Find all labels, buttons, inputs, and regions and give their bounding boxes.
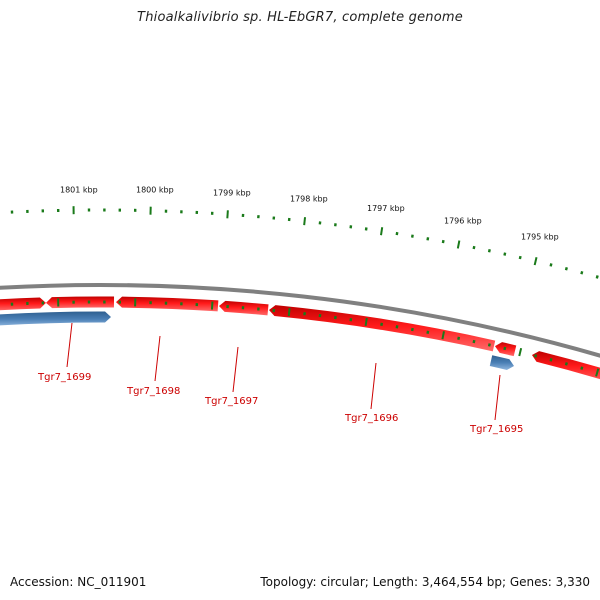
gene-label: Tgr7_1699 xyxy=(37,372,91,383)
inner-tick-scale xyxy=(10,298,600,377)
gene-leader-line xyxy=(494,374,501,421)
outer-major-tick xyxy=(380,227,384,236)
outer-minor-tick xyxy=(503,252,507,256)
kbp-label: 1799 kbp xyxy=(213,188,251,197)
outer-minor-tick xyxy=(580,271,584,275)
inner-minor-tick xyxy=(410,327,414,332)
inner-major-tick xyxy=(518,347,523,357)
kbp-scale-labels: 1801 kbp 1800 kbp 1799 kbp 1798 kbp 1797 kbp… xyxy=(60,185,559,241)
outer-major-tick xyxy=(303,217,307,226)
inner-minor-tick xyxy=(472,339,476,344)
inner-minor-tick xyxy=(457,336,461,341)
outer-minor-tick xyxy=(472,245,476,250)
inner-minor-tick xyxy=(426,330,430,334)
gene-leader-line xyxy=(232,346,239,393)
gene-label: Tgr7_1697 xyxy=(204,396,258,407)
kbp-label: 1796 kbp xyxy=(444,216,482,225)
outer-minor-tick xyxy=(595,275,599,279)
map-title: Thioalkalivibrio sp. HL-EbGR7, complete … xyxy=(137,10,463,25)
gene-label: Tgr7_1698 xyxy=(126,386,180,397)
reverse-gene-feature xyxy=(489,355,514,370)
gene-label: Tgr7_1696 xyxy=(344,413,398,424)
inner-minor-tick xyxy=(503,346,507,351)
inner-major-tick xyxy=(364,317,368,327)
outer-tick-scale xyxy=(10,206,599,279)
inner-minor-tick xyxy=(487,343,491,347)
inner-minor-tick xyxy=(564,362,568,366)
inner-major-tick xyxy=(441,331,445,340)
inner-major-tick xyxy=(287,307,291,317)
outer-minor-tick xyxy=(518,255,522,260)
inner-major-tick xyxy=(210,301,214,310)
kbp-label: 1797 kbp xyxy=(367,204,405,213)
gene-features xyxy=(0,296,600,380)
outer-minor-tick xyxy=(426,237,430,241)
kbp-label: 1800 kbp xyxy=(136,185,174,194)
gene-labels: Tgr7_1699 Tgr7_1698 Tgr7_1697 Tgr7_1696 Tgr7… xyxy=(37,322,523,435)
inner-minor-tick xyxy=(549,358,553,362)
outer-major-tick xyxy=(533,257,538,266)
outer-major-tick xyxy=(456,240,461,249)
forward-gene-feature xyxy=(532,351,600,380)
outer-minor-tick xyxy=(564,267,568,271)
genome-backbone xyxy=(0,283,600,358)
gene-leader-line xyxy=(66,322,73,368)
topology-text: Topology: circular; Length: 3,464,554 bp… xyxy=(260,575,590,589)
forward-gene-feature xyxy=(269,305,496,352)
inner-major-tick xyxy=(595,368,600,377)
gene-leader-line xyxy=(154,335,161,382)
inner-minor-tick xyxy=(534,354,538,358)
gene-leader-line xyxy=(370,362,377,410)
forward-gene-feature xyxy=(116,296,219,312)
kbp-label: 1801 kbp xyxy=(60,185,98,194)
kbp-label: 1798 kbp xyxy=(290,195,328,204)
forward-gene-feature xyxy=(46,296,115,309)
forward-gene-feature xyxy=(0,297,46,311)
accession-text: Accession: NC_011901 xyxy=(10,575,147,589)
gene-label: Tgr7_1695 xyxy=(469,424,523,435)
inner-minor-tick xyxy=(580,366,584,370)
reverse-gene-feature xyxy=(0,311,111,326)
outer-minor-tick xyxy=(487,249,491,253)
outer-major-tick xyxy=(226,210,229,219)
outer-minor-tick xyxy=(441,239,445,244)
outer-minor-tick xyxy=(549,263,553,267)
kbp-label: 1795 kbp xyxy=(521,232,559,241)
